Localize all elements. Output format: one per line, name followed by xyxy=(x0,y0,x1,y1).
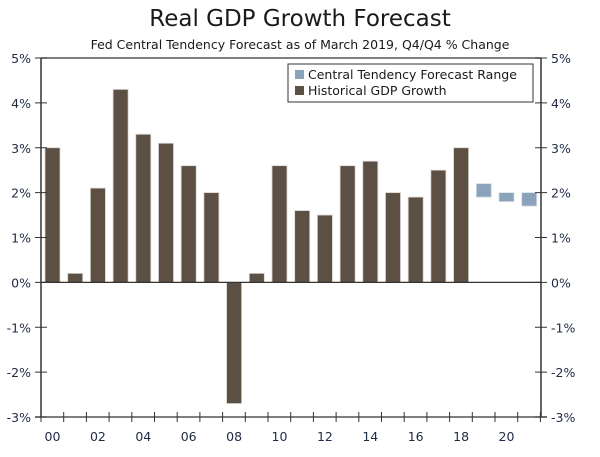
bar-2000 xyxy=(44,147,61,283)
x-tick-label-00: 00 xyxy=(45,429,61,444)
legend-swatch-historical xyxy=(295,86,304,95)
bar-2018 xyxy=(453,147,470,283)
y-tick-label-left: -1% xyxy=(7,320,31,335)
y-tick-label-left: 2% xyxy=(11,186,31,201)
bars-group xyxy=(44,89,470,404)
chart-title: Real GDP Growth Forecast xyxy=(149,6,451,32)
x-tick-label-02: 02 xyxy=(90,429,106,444)
bar-2001 xyxy=(67,272,84,283)
bar-2013 xyxy=(339,165,356,283)
y-tick-label-right: -1% xyxy=(551,320,575,335)
x-tick-label-04: 04 xyxy=(135,429,151,444)
y-tick-label-left: 3% xyxy=(11,141,31,156)
y-tick-label-right: -3% xyxy=(551,410,575,425)
bar-2017 xyxy=(430,169,447,283)
bar-2009 xyxy=(248,272,265,283)
x-tick-label-18: 18 xyxy=(453,429,469,444)
bar-2015 xyxy=(385,192,401,283)
legend-box xyxy=(287,63,534,103)
bar-2014 xyxy=(362,160,379,283)
y-tick-label-right: 5% xyxy=(551,51,571,66)
y-tick-label-left: 4% xyxy=(11,96,31,111)
forecast-group xyxy=(475,183,538,207)
x-tick-label-16: 16 xyxy=(408,429,424,444)
x-tick-label-12: 12 xyxy=(317,429,333,444)
axes-group: 5% 5% 4% 4% 3% 3% 2% 2% 1% 1% 0% 0% -1% -1% -2% -2% -3% -… xyxy=(7,51,576,444)
y-tick-label-right: 0% xyxy=(551,275,571,290)
y-tick-label-left: -2% xyxy=(7,365,31,380)
forecast-range-2020 xyxy=(498,192,515,202)
bar-2004 xyxy=(135,133,152,283)
x-tick-label-10: 10 xyxy=(272,429,288,444)
y-tick-label-right: 2% xyxy=(551,186,571,201)
y-tick-label-right: 4% xyxy=(551,96,571,111)
x-tick-label-06: 06 xyxy=(181,429,197,444)
forecast-range-2019 xyxy=(475,183,492,198)
legend-label-forecast: Central Tendency Forecast Range xyxy=(308,67,517,82)
y-tick-label-right: 1% xyxy=(551,231,571,246)
y-tick-label-right: 3% xyxy=(551,141,571,156)
bar-2007 xyxy=(203,192,220,283)
bar-2003 xyxy=(112,89,129,283)
bar-2012 xyxy=(316,214,333,283)
y-tick-label-left: 1% xyxy=(11,231,31,246)
y-tick-label-left: -3% xyxy=(7,410,31,425)
legend: Central Tendency Forecast Range Historic… xyxy=(287,63,534,103)
legend-swatch-forecast xyxy=(295,70,304,79)
x-tick-label-14: 14 xyxy=(362,429,378,444)
y-tick-label-right: -2% xyxy=(551,365,575,380)
bar-2008 xyxy=(226,281,243,404)
x-tick-label-08: 08 xyxy=(226,429,242,444)
bar-2002 xyxy=(90,187,106,283)
bar-2005 xyxy=(158,142,174,283)
bar-2016 xyxy=(407,196,424,283)
y-tick-label-left: 0% xyxy=(11,275,31,290)
bar-2011 xyxy=(294,210,311,283)
y-tick-label-left: 5% xyxy=(11,51,31,66)
bar-2006 xyxy=(180,165,197,283)
bar-2010 xyxy=(271,165,288,283)
forecast-range-2021 xyxy=(521,192,538,207)
legend-label-historical: Historical GDP Growth xyxy=(308,83,447,98)
x-tick-label-20: 20 xyxy=(499,429,515,444)
chart-subtitle: Fed Central Tendency Forecast as of Marc… xyxy=(90,37,510,52)
